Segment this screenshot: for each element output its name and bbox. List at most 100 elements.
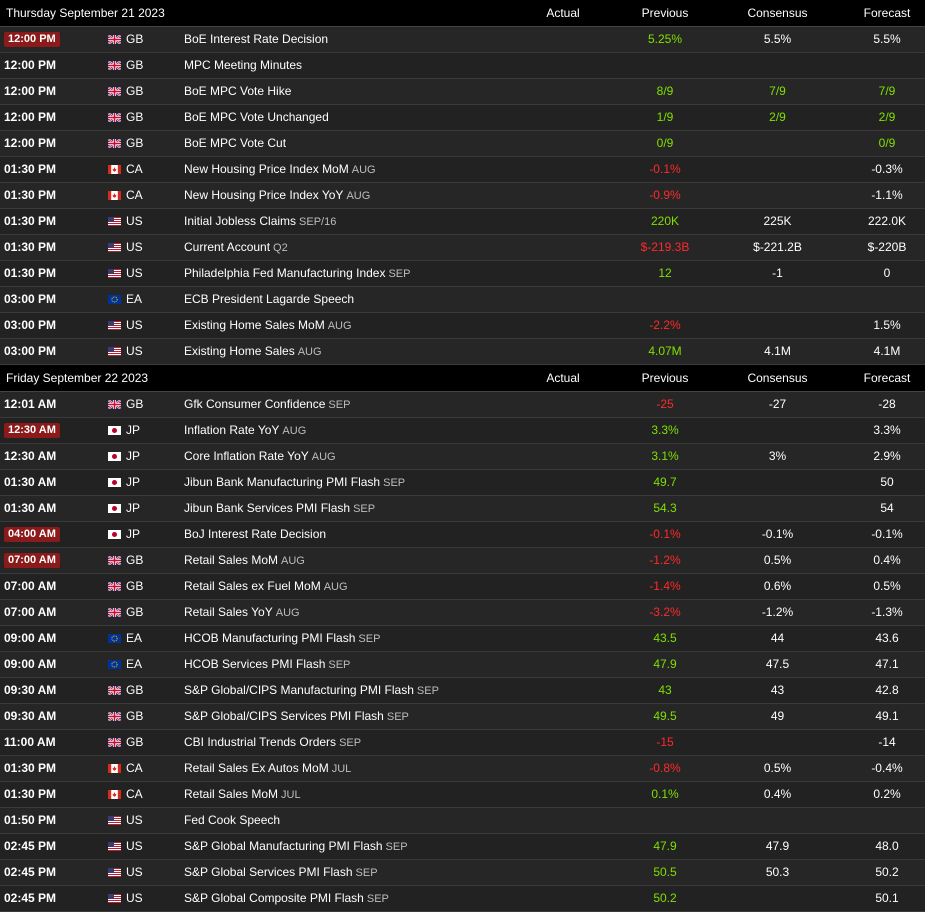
event-name-cell[interactable]: Current Account Q2 [184,235,288,260]
event-row[interactable]: 04:00 AM JP BoJ Interest Rate Decision -0.1… [0,522,925,548]
event-name[interactable]: BoE Interest Rate Decision [184,32,329,46]
event-name-cell[interactable]: HCOB Services PMI Flash SEP [184,652,350,677]
event-name[interactable]: Retail Sales MoM [184,787,279,801]
event-name[interactable]: New Housing Price Index YoY [184,188,344,202]
event-row[interactable]: 12:00 PM GB BoE Interest Rate Decision 5.25… [0,27,925,53]
event-name-cell[interactable]: New Housing Price Index YoY AUG [184,183,370,208]
event-name[interactable]: MPC Meeting Minutes [184,58,303,72]
event-name-cell[interactable]: S&P Global/CIPS Services PMI Flash SEP [184,704,409,729]
event-row[interactable]: 01:30 PM CA Retail Sales MoM JUL 0.1% 0.4% 0.2… [0,782,925,808]
event-name[interactable]: CBI Industrial Trends Orders [184,735,337,749]
event-row[interactable]: 01:30 PM US Philadelphia Fed Manufacturing… [0,261,925,287]
event-row[interactable]: 12:00 PM GB MPC Meeting Minutes [0,53,925,79]
event-row[interactable]: 07:00 AM GB Retail Sales ex Fuel MoM AUG -1.… [0,574,925,600]
event-name-cell[interactable]: ECB President Lagarde Speech [184,287,354,312]
event-name[interactable]: S&P Global Composite PMI Flash [184,891,364,905]
event-row[interactable]: 12:00 PM GB BoE MPC Vote Unchanged 1/9 2/9 2/… [0,105,925,131]
event-name[interactable]: ECB President Lagarde Speech [184,292,355,306]
event-name-cell[interactable]: Jibun Bank Services PMI Flash SEP [184,496,375,521]
event-row[interactable]: 01:30 PM US Initial Jobless Claims SEP/16 22… [0,209,925,235]
event-name-cell[interactable]: Fed Cook Speech [184,808,280,833]
event-row[interactable]: 12:00 PM GB BoE MPC Vote Cut 0/9 0/9 [0,131,925,157]
event-name-cell[interactable]: S&P Global/CIPS Manufacturing PMI Flash S… [184,678,439,703]
event-name[interactable]: S&P Global/CIPS Services PMI Flash [184,709,384,723]
event-row[interactable]: 01:30 AM JP Jibun Bank Manufacturing PMI F… [0,470,925,496]
event-name-cell[interactable]: BoJ Interest Rate Decision [184,522,326,547]
event-name[interactable]: HCOB Services PMI Flash [184,657,326,671]
event-name[interactable]: Existing Home Sales MoM [184,318,325,332]
event-name-cell[interactable]: S&P Global Composite PMI Flash SEP [184,886,389,911]
event-name-cell[interactable]: HCOB Manufacturing PMI Flash SEP [184,626,380,651]
event-name-cell[interactable]: BoE MPC Vote Unchanged [184,105,329,130]
event-name-cell[interactable]: Core Inflation Rate YoY AUG [184,444,336,469]
event-row[interactable]: 01:30 PM CA New Housing Price Index MoM AUG… [0,157,925,183]
event-row[interactable]: 03:00 PM US Existing Home Sales AUG 4.07M 4.1… [0,339,925,365]
event-row[interactable]: 12:01 AM GB Gfk Consumer Confidence SEP -25 -… [0,392,925,418]
event-name[interactable]: Gfk Consumer Confidence [184,397,326,411]
event-name[interactable]: Philadelphia Fed Manufacturing Index [184,266,386,280]
event-name[interactable]: Retail Sales Ex Autos MoM [184,761,329,775]
event-name[interactable]: Inflation Rate YoY [184,423,280,437]
event-name-cell[interactable]: Retail Sales MoM JUL [184,782,301,807]
event-name[interactable]: Jibun Bank Services PMI Flash [184,501,351,515]
event-name[interactable]: Initial Jobless Claims [184,214,297,228]
event-name[interactable]: Current Account [184,240,271,254]
event-name[interactable]: Retail Sales YoY [184,605,273,619]
event-row[interactable]: 12:30 AM JP Core Inflation Rate YoY AUG 3.1%… [0,444,925,470]
event-name[interactable]: New Housing Price Index MoM [184,162,349,176]
event-row[interactable]: 07:00 AM GB Retail Sales YoY AUG -3.2% -1.2% -… [0,600,925,626]
event-name-cell[interactable]: Retail Sales MoM AUG [184,548,305,573]
event-row[interactable]: 01:30 PM US Current Account Q2 $-219.3B $-221… [0,235,925,261]
event-name[interactable]: S&P Global Services PMI Flash [184,865,353,879]
event-name[interactable]: Fed Cook Speech [184,813,281,827]
event-name[interactable]: S&P Global/CIPS Manufacturing PMI Flash [184,683,414,697]
event-row[interactable]: 03:00 PM EA ECB President Lagarde Speech [0,287,925,313]
event-row[interactable]: 09:30 AM GB S&P Global/CIPS Services PMI F… [0,704,925,730]
event-name[interactable]: BoE MPC Vote Cut [184,136,287,150]
event-name-cell[interactable]: Retail Sales ex Fuel MoM AUG [184,574,348,599]
event-name[interactable]: Existing Home Sales [184,344,295,358]
event-name-cell[interactable]: Existing Home Sales AUG [184,339,322,364]
event-name[interactable]: Jibun Bank Manufacturing PMI Flash [184,475,381,489]
event-name-cell[interactable]: Inflation Rate YoY AUG [184,418,306,443]
event-name[interactable]: BoJ Interest Rate Decision [184,527,327,541]
event-row[interactable]: 09:00 AM EA HCOB Services PMI Flash SEP 47.9… [0,652,925,678]
event-name[interactable]: Core Inflation Rate YoY [184,449,309,463]
event-row[interactable]: 02:45 PM US S&P Global Composite PMI Flash… [0,886,925,912]
event-name-cell[interactable]: Retail Sales YoY AUG [184,600,300,625]
event-name-cell[interactable]: Initial Jobless Claims SEP/16 [184,209,336,234]
event-row[interactable]: 09:30 AM GB S&P Global/CIPS Manufacturing … [0,678,925,704]
event-name-cell[interactable]: New Housing Price Index MoM AUG [184,157,376,182]
event-row[interactable]: 12:30 AM JP Inflation Rate YoY AUG 3.3% 3.3% [0,418,925,444]
actual-value [533,235,593,260]
event-row[interactable]: 01:30 PM CA New Housing Price Index YoY AUG… [0,183,925,209]
event-row[interactable]: 02:45 PM US S&P Global Services PMI Flash S… [0,860,925,886]
event-name-cell[interactable]: S&P Global Manufacturing PMI Flash SEP [184,834,408,859]
event-row[interactable]: 02:45 PM US S&P Global Manufacturing PMI F… [0,834,925,860]
event-name-cell[interactable]: BoE Interest Rate Decision [184,27,328,52]
event-name-cell[interactable]: BoE MPC Vote Cut [184,131,286,156]
event-name[interactable]: BoE MPC Vote Hike [184,84,292,98]
event-row[interactable]: 11:00 AM GB CBI Industrial Trends Orders SE… [0,730,925,756]
event-name-cell[interactable]: CBI Industrial Trends Orders SEP [184,730,361,755]
event-name[interactable]: Retail Sales ex Fuel MoM [184,579,321,593]
event-name[interactable]: Retail Sales MoM [184,553,279,567]
event-name-cell[interactable]: Philadelphia Fed Manufacturing Index SEP [184,261,410,286]
event-name-cell[interactable]: Retail Sales Ex Autos MoM JUL [184,756,351,781]
event-name[interactable]: S&P Global Manufacturing PMI Flash [184,839,383,853]
event-row[interactable]: 07:00 AM GB Retail Sales MoM AUG -1.2% 0.5% 0.… [0,548,925,574]
event-name[interactable]: BoE MPC Vote Unchanged [184,110,329,124]
event-row[interactable]: 12:00 PM GB BoE MPC Vote Hike 8/9 7/9 7/9 [0,79,925,105]
event-row[interactable]: 01:30 AM JP Jibun Bank Services PMI Flash S… [0,496,925,522]
event-name-cell[interactable]: MPC Meeting Minutes [184,53,302,78]
event-name-cell[interactable]: Jibun Bank Manufacturing PMI Flash SEP [184,470,405,495]
event-row[interactable]: 01:50 PM US Fed Cook Speech [0,808,925,834]
event-name-cell[interactable]: Existing Home Sales MoM AUG [184,313,352,338]
event-name-cell[interactable]: Gfk Consumer Confidence SEP [184,392,350,417]
event-row[interactable]: 03:00 PM US Existing Home Sales MoM AUG -2.2… [0,313,925,339]
event-name[interactable]: HCOB Manufacturing PMI Flash [184,631,356,645]
event-row[interactable]: 09:00 AM EA HCOB Manufacturing PMI Flash SE… [0,626,925,652]
event-name-cell[interactable]: S&P Global Services PMI Flash SEP [184,860,378,885]
event-row[interactable]: 01:30 PM CA Retail Sales Ex Autos MoM JUL -0… [0,756,925,782]
event-name-cell[interactable]: BoE MPC Vote Hike [184,79,291,104]
